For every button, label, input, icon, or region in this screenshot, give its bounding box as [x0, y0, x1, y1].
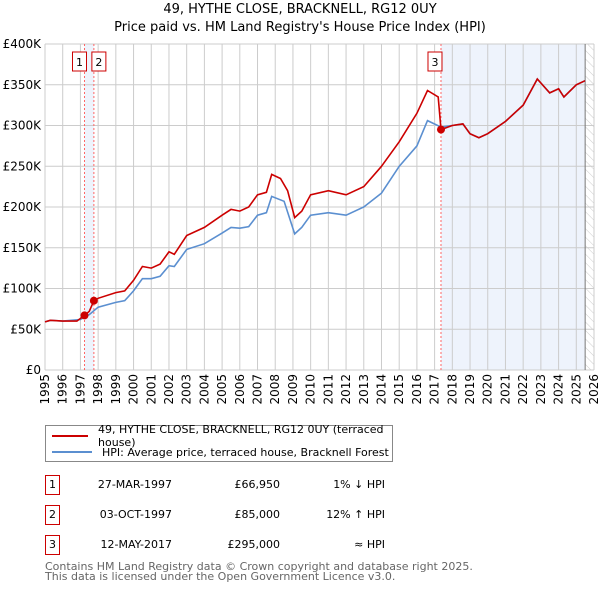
transaction-marker: 3 [45, 535, 60, 555]
transaction-hpi: 1% ↓ HPI [333, 478, 385, 491]
x-tick-label: 2017 [428, 374, 442, 405]
x-tick-label: 2026 [587, 374, 600, 405]
footer-licence: This data is licensed under the Open Gov… [45, 570, 396, 583]
y-tick-label: £300K [3, 119, 43, 133]
sale-point [89, 296, 98, 305]
transaction-date: 03-OCT-1997 [99, 508, 172, 521]
x-tick-label: 2002 [162, 374, 176, 405]
x-tick-label: 2003 [180, 374, 194, 405]
x-tick-label: 2000 [127, 374, 141, 405]
x-tick-label: 2016 [410, 374, 424, 405]
transaction-date: 27-MAR-1997 [97, 478, 172, 491]
x-tick-label: 2025 [569, 374, 583, 405]
x-tick-label: 2019 [463, 374, 477, 405]
property-price-line [44, 77, 586, 323]
legend-item-property: 49, HYTHE CLOSE, BRACKNELL, RG12 0UY (te… [52, 423, 392, 449]
transaction-price: £295,000 [227, 538, 281, 551]
x-tick-label: 1999 [109, 374, 123, 405]
y-tick-label: £350K [3, 78, 43, 92]
x-tick-label: 1995 [38, 374, 52, 405]
transaction-marker: 2 [45, 505, 60, 525]
transaction-price: £85,000 [234, 508, 281, 521]
chart-title: 49, HYTHE CLOSE, BRACKNELL, RG12 0UY [163, 2, 437, 17]
x-tick-label: 1998 [91, 374, 105, 405]
transaction-row: 1 27-MAR-1997 £66,950 1% ↓ HPI [45, 475, 445, 495]
x-tick-label: 2011 [321, 374, 335, 405]
x-tick-label: 2023 [534, 374, 548, 405]
sale-label-box [71, 51, 87, 72]
x-tick-label: 1997 [73, 374, 87, 405]
price-chart: £0 £50K £100K £150K £200K £250K £300K £350K £400… [3, 37, 600, 405]
x-tick-label: 2013 [357, 374, 371, 405]
transaction-hpi: 12% ↑ HPI [326, 508, 385, 521]
sale-label: 2 [95, 56, 102, 69]
x-tick-label: 2021 [498, 374, 512, 405]
transaction-hpi: ≈ HPI [354, 538, 385, 551]
x-tick-label: 2005 [215, 374, 229, 405]
y-tick-label: £150K [3, 241, 43, 255]
transaction-marker: 1 [45, 475, 60, 495]
sale-point [80, 311, 89, 320]
footer-copyright: Contains HM Land Registry data © Crown c… [45, 560, 473, 573]
x-tick-label: 2022 [516, 374, 530, 405]
x-tick-label: 2018 [445, 374, 459, 405]
x-tick-label: 2024 [552, 374, 566, 405]
legend-swatch-red [52, 435, 89, 437]
transaction-row: 2 03-OCT-1997 £85,000 12% ↑ HPI [45, 505, 445, 525]
x-tick-label: 2007 [251, 374, 265, 405]
y-tick-label: £200K [3, 200, 43, 214]
transaction-price: £66,950 [234, 478, 281, 491]
y-tick-label: £0 [26, 363, 41, 377]
y-tick-label: £50K [10, 322, 42, 336]
chart-subtitle: Price paid vs. HM Land Registry's House … [114, 20, 486, 35]
legend-label: 49, HYTHE CLOSE, BRACKNELL, RG12 0UY (te… [98, 423, 384, 449]
x-tick-label: 2012 [339, 374, 353, 405]
transaction-date: 12-MAY-2017 [100, 538, 172, 551]
legend-item-hpi: HPI: Average price, terraced house, Brac… [52, 444, 389, 460]
sale-point [436, 125, 445, 134]
x-tick-label: 2008 [268, 374, 282, 405]
x-tick-label: 2009 [286, 374, 300, 405]
sale-label: 3 [431, 56, 438, 69]
x-tick-label: 2001 [144, 374, 158, 405]
y-tick-label: £250K [3, 159, 43, 173]
sale-label-box [427, 51, 443, 72]
sale-label-box [91, 51, 107, 72]
x-tick-label: 2006 [233, 374, 247, 405]
x-tick-label: 2015 [392, 374, 406, 405]
legend-swatch-blue [52, 451, 92, 453]
x-tick-label: 2020 [481, 374, 495, 405]
transaction-row: 3 12-MAY-2017 £295,000 ≈ HPI [45, 535, 445, 555]
y-tick-label: £100K [3, 282, 43, 296]
legend-label: HPI: Average price, terraced house, Brac… [102, 445, 389, 459]
legend: 49, HYTHE CLOSE, BRACKNELL, RG12 0UY (te… [45, 423, 393, 462]
x-tick-label: 2014 [374, 374, 388, 405]
y-tick-label: £400K [3, 37, 43, 51]
sale-label: 1 [76, 56, 83, 69]
x-tick-label: 2010 [304, 374, 318, 405]
x-tick-label: 2004 [197, 374, 211, 405]
x-tick-label: 1996 [56, 374, 70, 405]
